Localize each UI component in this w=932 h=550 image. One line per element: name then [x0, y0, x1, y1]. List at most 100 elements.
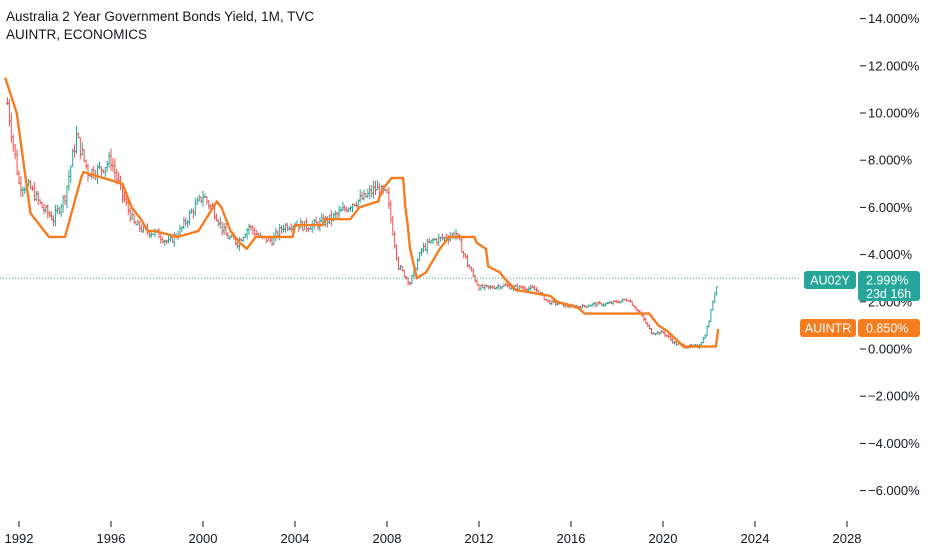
au02y-bar [51, 215, 56, 227]
au02y-bar [149, 232, 153, 238]
y-tick-label: 0.000% [868, 342, 913, 357]
au02y-bar [36, 191, 40, 206]
x-tick-label: 2008 [373, 531, 402, 546]
au02y-bar [247, 223, 251, 235]
au02y-series [5, 97, 719, 350]
au02y-bar [19, 176, 23, 198]
au02y-bar [44, 204, 48, 213]
au02y-bar [109, 148, 113, 171]
au02y-bar [253, 227, 257, 237]
au02y-bar [130, 210, 134, 220]
au02y-badge-value: 2.999% [866, 274, 908, 288]
au02y-bar [59, 203, 63, 217]
au02y-bar [40, 202, 44, 209]
au02y-bar [387, 187, 391, 209]
au02y-bar [216, 219, 220, 227]
y-tick-label: −4.000% [868, 436, 920, 451]
au02y-bar [281, 224, 286, 233]
au02y-bar [67, 169, 71, 192]
au02y-bar [74, 125, 79, 154]
au02y-bar [205, 196, 209, 205]
au02y-bar [17, 170, 21, 185]
au02y-bar [274, 227, 278, 242]
au02y-bar [243, 233, 247, 239]
y-tick-label: −6.000% [868, 483, 920, 498]
auintr-badge-value: 0.850% [866, 322, 908, 336]
au02y-bar [431, 238, 435, 245]
au02y-bar [337, 205, 341, 219]
au02y-bar [621, 298, 625, 303]
au02y-bar [166, 235, 171, 244]
au02y-bar [421, 242, 426, 253]
au02y-bar [34, 190, 38, 202]
au02y-bar [172, 232, 176, 248]
au02y-bar [191, 208, 196, 219]
au02y-bar [343, 204, 347, 212]
au02y-bar [373, 180, 378, 195]
au02y-bar [63, 194, 67, 206]
auintr-badge[interactable]: AUINTR 0.850% [800, 319, 920, 337]
au02y-bar [362, 189, 366, 201]
au02y-bar [715, 286, 719, 296]
au02y-bar [580, 303, 585, 309]
au02y-bar [672, 341, 677, 345]
au02y-bar [97, 161, 102, 170]
au02y-bar [7, 99, 12, 127]
au02y-bar [134, 220, 138, 226]
au02y-bar [659, 329, 663, 335]
au02y-bar [410, 274, 414, 285]
au02y-bar [463, 253, 468, 259]
au02y-bar [48, 210, 52, 218]
x-tick-label: 2024 [741, 531, 770, 546]
au02y-bar [182, 217, 186, 229]
x-tick-label: 1992 [5, 531, 34, 546]
auintr-badge-symbol: AUINTR [805, 322, 852, 336]
au02y-bar [299, 218, 303, 229]
au02y-bar [228, 235, 232, 240]
au02y-bar [69, 165, 73, 184]
au02y-bar [437, 233, 441, 247]
x-tick-label: 2000 [189, 531, 218, 546]
au02y-badge-countdown: 23d 16h [866, 287, 911, 301]
au02y-bar [193, 198, 197, 216]
au02y-bar [329, 210, 334, 226]
au02y-bar [345, 206, 349, 213]
au02y-bar [105, 161, 109, 173]
x-tick-label: 2028 [833, 531, 862, 546]
au02y-bar [138, 221, 142, 233]
au02y-bar [197, 194, 201, 202]
au02y-bar [419, 247, 424, 257]
au02y-bar [592, 302, 596, 306]
x-tick-label: 2004 [281, 531, 310, 546]
y-tick-label: 8.000% [868, 153, 913, 168]
au02y-bar [642, 315, 646, 322]
au02y-bar [529, 284, 533, 291]
y-tick-label: 12.000% [868, 58, 920, 73]
au02y-bar [371, 180, 376, 199]
au02y-bar [128, 208, 132, 222]
au02y-bar [249, 224, 253, 231]
au02y-bar [440, 233, 445, 241]
au02y-bar [663, 331, 667, 337]
chart-subtitle: AUINTR, ECONOMICS [6, 27, 148, 42]
au02y-bar [9, 112, 13, 143]
au02y-bar [454, 228, 458, 241]
price-badges: AU02Y 2.999%23d 16h AUINTR 0.850% [800, 271, 920, 337]
au02y-bar [496, 283, 500, 290]
au02y-bar [107, 151, 111, 168]
au02y-bar [310, 220, 314, 233]
au02y-bar [111, 157, 115, 172]
au02y-bar [460, 236, 464, 253]
au02y-bar [13, 144, 17, 160]
au02y-bar [207, 199, 211, 210]
au02y-bar [354, 201, 358, 208]
au02y-bar [375, 180, 380, 191]
au02y-bar [341, 201, 345, 211]
au02y-badge[interactable]: AU02Y 2.999%23d 16h [804, 271, 920, 301]
au02y-bar [57, 206, 61, 215]
x-tick-label: 1996 [97, 531, 126, 546]
au02y-bar [709, 309, 713, 322]
au02y-bar [186, 219, 190, 228]
au02y-bar [350, 203, 355, 213]
